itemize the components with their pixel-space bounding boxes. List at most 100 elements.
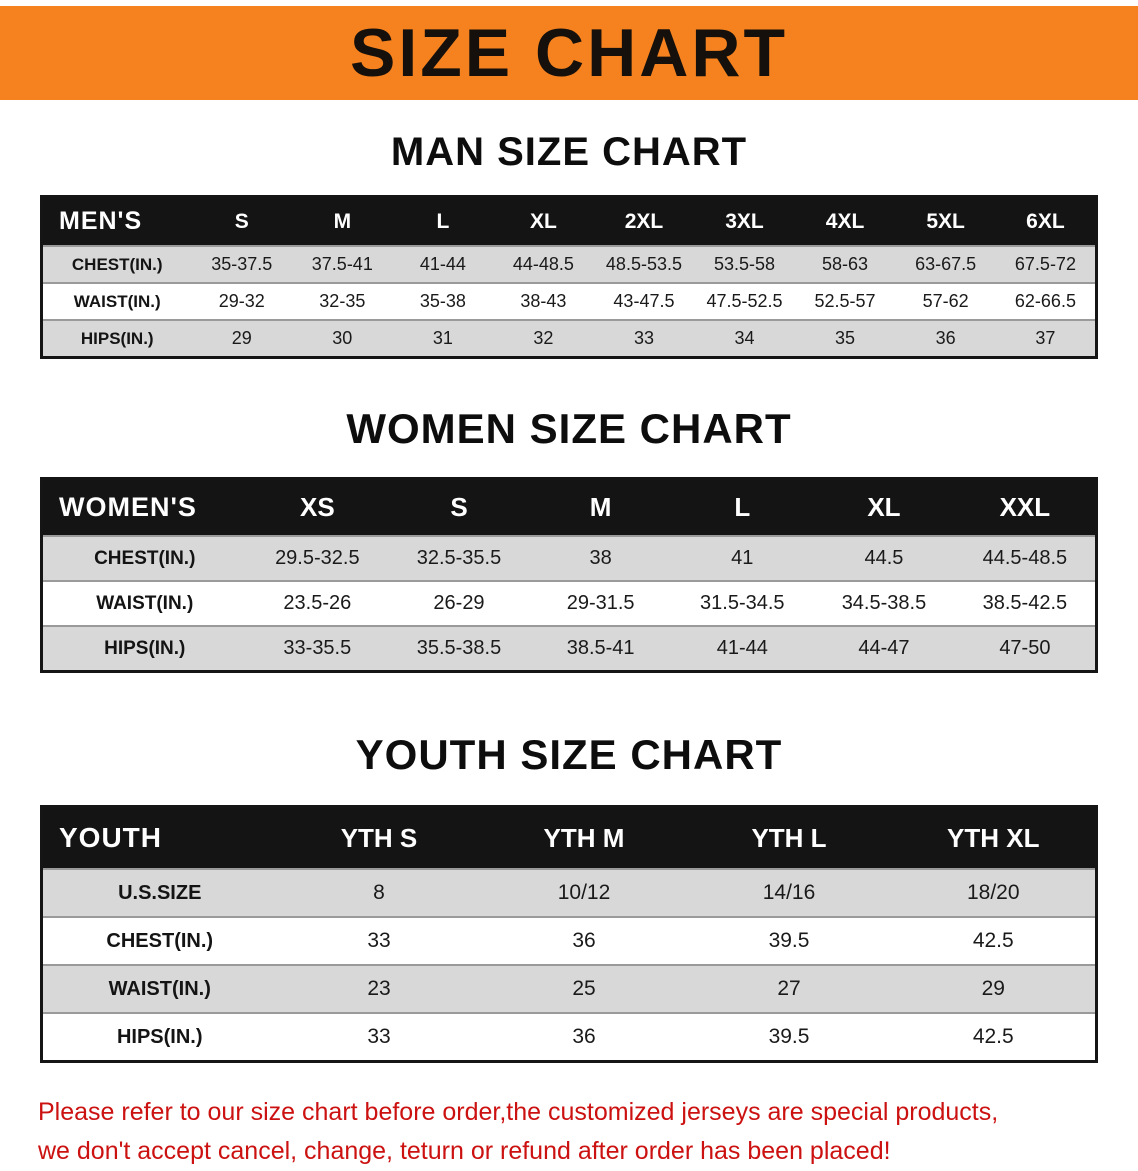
size-chart-page: SIZE CHART MAN SIZE CHART MEN'S S M L XL 2XL 3… (0, 6, 1138, 1171)
table-row: HIPS(IN.) 33-35.5 35.5-38.5 38.5-41 41-44 44-… (41, 626, 1097, 672)
table-corner-label: YOUTH (41, 806, 277, 869)
women-size-chart-section: WOMEN SIZE CHART WOMEN'S XS S M L XL XXL CHEST(… (0, 405, 1138, 673)
size-value-cell: 38 (589, 547, 612, 569)
size-column-header: 3XL (694, 196, 795, 246)
row-label: WAIST(IN.) (108, 977, 211, 1000)
row-label: CHEST(IN.) (71, 254, 163, 274)
size-value-cell: 29-32 (218, 291, 265, 311)
row-label: WAIST(IN.) (96, 592, 194, 614)
size-value-cell: 29-31.5 (566, 592, 635, 614)
size-column-header: YTH S (276, 806, 482, 869)
size-value-cell: 35-37.5 (211, 254, 273, 274)
size-value-cell: 29 (231, 328, 252, 348)
size-value-cell: 32.5-35.5 (416, 547, 502, 569)
size-value-cell: 62-66.5 (1014, 291, 1076, 311)
youth-size-table: YOUTH YTH S YTH M YTH L YTH XL U.S.SIZE 8 10/12… (40, 805, 1098, 1063)
size-value-cell: 41 (731, 547, 754, 569)
table-header-row: WOMEN'S XS S M L XL XXL (41, 478, 1097, 536)
size-column-header: M (529, 478, 672, 536)
table-row: WAIST(IN.) 29-32 32-35 35-38 38-43 43-47.5 47.… (41, 283, 1097, 320)
size-value-cell: 34 (734, 328, 755, 348)
size-value-cell: 25 (572, 977, 596, 1000)
size-column-header: YTH XL (891, 806, 1097, 869)
size-value-cell: 47.5-52.5 (706, 291, 783, 311)
size-value-cell: 35.5-38.5 (416, 637, 502, 659)
size-value-cell: 36 (572, 1025, 596, 1048)
size-column-header: 4XL (794, 196, 896, 246)
size-value-cell: 38.5-42.5 (982, 592, 1068, 614)
size-value-cell: 27 (777, 977, 801, 1000)
table-corner-label: WOMEN'S (41, 478, 247, 536)
size-value-cell: 10/12 (557, 881, 611, 904)
size-column-header: L (392, 196, 494, 246)
men-size-chart-section: MAN SIZE CHART MEN'S S M L XL 2XL 3XL 4XL 5XL 6XL… (0, 130, 1138, 359)
size-column-header: S (388, 478, 530, 536)
size-value-cell: 44.5 (864, 547, 904, 569)
table-row: CHEST(IN.) 33 36 39.5 42.5 (41, 917, 1097, 965)
table-header-row: YOUTH YTH S YTH M YTH L YTH XL (41, 806, 1097, 869)
size-value-cell: 32 (533, 328, 554, 348)
table-row: WAIST(IN.) 23 25 27 29 (41, 965, 1097, 1013)
row-label: HIPS(IN.) (116, 1025, 203, 1048)
men-size-table: MEN'S S M L XL 2XL 3XL 4XL 5XL 6XL CHEST(IN.) 35-37… (40, 195, 1098, 359)
size-value-cell: 39.5 (768, 929, 810, 952)
size-value-cell: 23 (367, 977, 391, 1000)
disclaimer-line-2: we don't accept cancel, change, teturn o… (38, 1136, 891, 1165)
size-value-cell: 37 (1035, 328, 1056, 348)
size-value-cell: 41-44 (716, 637, 768, 659)
size-value-cell: 58-63 (822, 254, 869, 274)
size-value-cell: 26-29 (433, 592, 485, 614)
size-value-cell: 63-67.5 (915, 254, 977, 274)
size-value-cell: 8 (373, 881, 385, 904)
size-column-header: 2XL (593, 196, 695, 246)
size-column-header: YTH M (481, 806, 687, 869)
row-label: U.S.SIZE (118, 881, 202, 904)
women-size-table: WOMEN'S XS S M L XL XXL CHEST(IN.) 29.5-32.5 32.5… (40, 477, 1098, 673)
size-column-header: L (671, 478, 814, 536)
women-section-heading: WOMEN SIZE CHART (346, 405, 792, 452)
size-column-header: XXL (954, 478, 1097, 536)
size-column-header: XL (493, 196, 594, 246)
size-value-cell: 23.5-26 (283, 592, 352, 614)
size-value-cell: 41-44 (419, 254, 466, 274)
size-value-cell: 42.5 (972, 1025, 1014, 1048)
size-value-cell: 38-43 (520, 291, 567, 311)
disclaimer-line-1: Please refer to our size chart before or… (38, 1098, 999, 1126)
table-row: HIPS(IN.) 29 30 31 32 33 34 35 36 37 (41, 320, 1097, 358)
size-value-cell: 32-35 (319, 291, 366, 311)
size-column-header: 6XL (995, 196, 1097, 246)
size-value-cell: 37.5-41 (311, 254, 373, 274)
row-label: WAIST(IN.) (73, 291, 161, 311)
size-value-cell: 18/20 (966, 881, 1020, 904)
size-value-cell: 33 (633, 328, 654, 348)
size-value-cell: 38.5-41 (566, 637, 635, 659)
size-value-cell: 30 (332, 328, 353, 348)
table-row: HIPS(IN.) 33 36 39.5 42.5 (41, 1013, 1097, 1062)
size-value-cell: 48.5-53.5 (605, 254, 682, 274)
size-value-cell: 33 (367, 929, 391, 952)
size-value-cell: 57-62 (922, 291, 969, 311)
size-value-cell: 42.5 (972, 929, 1014, 952)
row-label: HIPS(IN.) (80, 328, 154, 348)
size-value-cell: 44-47 (858, 637, 910, 659)
size-value-cell: 34.5-38.5 (841, 592, 927, 614)
row-label: HIPS(IN.) (104, 637, 186, 659)
table-row: CHEST(IN.) 29.5-32.5 32.5-35.5 38 41 44.5 44.5… (41, 536, 1097, 581)
table-corner-label: MEN'S (41, 196, 192, 246)
table-row: CHEST(IN.) 35-37.5 37.5-41 41-44 44-48.5 48.5… (41, 246, 1097, 283)
size-value-cell: 52.5-57 (814, 291, 876, 311)
youth-section-heading: YOUTH SIZE CHART (355, 731, 783, 778)
men-section-heading: MAN SIZE CHART (390, 130, 748, 174)
size-value-cell: 67.5-72 (1014, 254, 1076, 274)
size-value-cell: 29.5-32.5 (275, 547, 360, 569)
size-value-cell: 47-50 (999, 637, 1051, 659)
size-column-header: M (292, 196, 393, 246)
size-value-cell: 53.5-58 (713, 254, 776, 274)
size-value-cell: 31 (432, 328, 453, 348)
size-value-cell: 31.5-34.5 (700, 592, 785, 614)
size-value-cell: 36 (572, 929, 596, 952)
size-value-cell: 36 (935, 328, 956, 348)
row-label: CHEST(IN.) (106, 929, 214, 952)
size-chart-banner: SIZE CHART (0, 6, 1138, 100)
size-value-cell: 39.5 (768, 1025, 810, 1048)
